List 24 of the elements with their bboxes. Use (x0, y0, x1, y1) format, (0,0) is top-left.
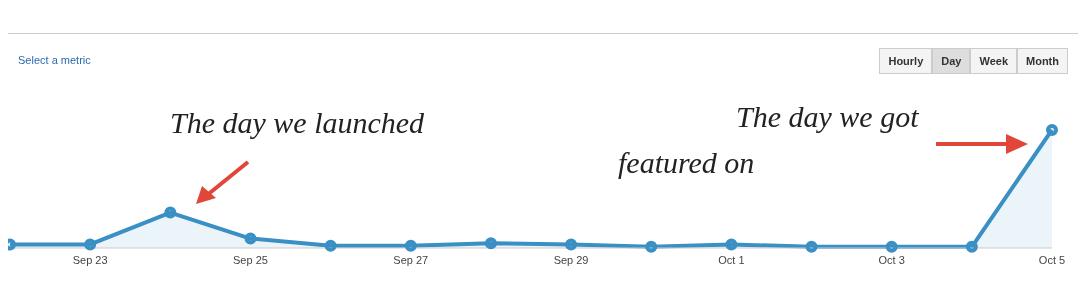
point (805, 240, 818, 253)
point (484, 237, 497, 250)
point (164, 206, 177, 219)
text: Select a metric (18, 54, 91, 66)
annotation: The day we got featured on (618, 99, 920, 181)
time-toggle: Hourly Day Week Month (879, 48, 1068, 74)
point (885, 240, 898, 253)
point (244, 232, 257, 245)
point (324, 239, 337, 252)
x-tick-label: Sep 23 (72, 253, 108, 266)
point (965, 240, 978, 253)
x-tick-label: Oct 3 (878, 253, 905, 266)
point (565, 238, 578, 251)
x-tick-label: Sep 25 (233, 253, 268, 266)
point (725, 238, 738, 251)
x-tick-label: Oct 5 (1038, 253, 1066, 266)
point (84, 238, 97, 251)
x-tick-label: Sep 29 (553, 253, 589, 266)
point (404, 239, 417, 252)
annotation: The day we launched (170, 105, 425, 141)
point (645, 240, 658, 253)
point (1046, 123, 1058, 136)
x-tick-label: Oct 1 (718, 253, 745, 266)
x-tick-label: Sep 27 (393, 253, 429, 266)
